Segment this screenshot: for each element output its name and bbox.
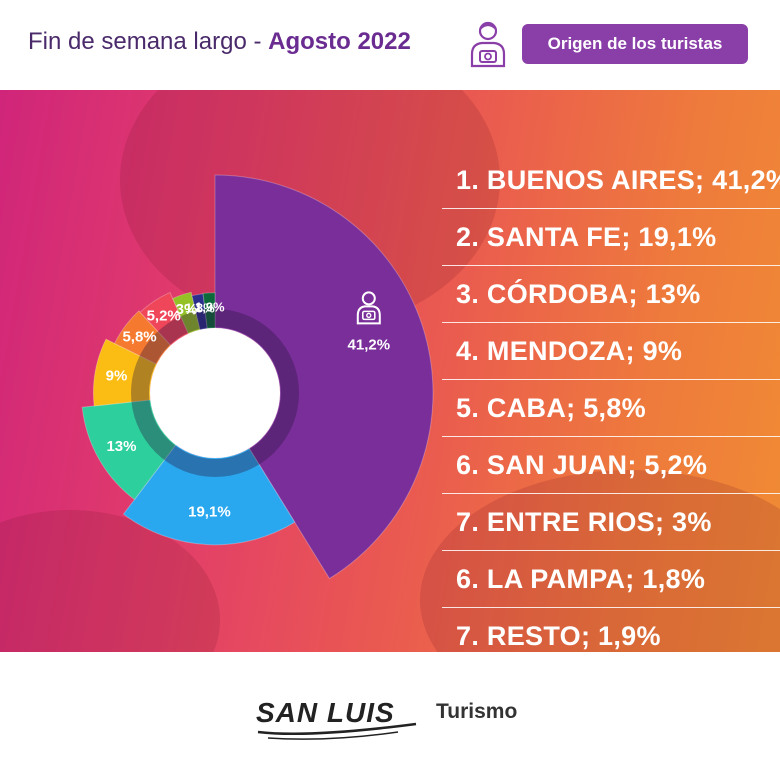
slice-value-label: 3% <box>176 301 198 318</box>
legend-item: 7. RESTO; 1,9% <box>456 621 661 651</box>
legend-item: 1. BUENOS AIRES; 41,2% <box>442 152 780 209</box>
legend-item: 5. CABA; 5,8% <box>442 380 780 437</box>
pie-slice <box>122 444 296 546</box>
footer-brand: Turismo <box>436 700 518 723</box>
slice-value-label: 1,8% <box>185 301 215 316</box>
legend-item: 7. ENTRE RIOS; 3% <box>442 494 780 551</box>
origin-badge: Origen de los turistas <box>522 24 748 64</box>
page-title: Fin de semana largo - Agosto 2022 <box>28 28 411 56</box>
title-date: Agosto 2022 <box>268 28 411 55</box>
tourist-camera-icon <box>470 21 506 68</box>
slice-value-label: 5,8% <box>122 329 156 346</box>
hero-panel: 41,2% 19,1% 13% 9% 5,8% 5,2% 3% 1,8% 1,9% 1. BUE… <box>0 90 780 652</box>
tourist-camera-icon <box>356 291 381 325</box>
slice-value-label: 1,9% <box>195 299 225 314</box>
slice-value-label: 41,2% <box>348 336 391 353</box>
legend-item: 4. MENDOZA; 9% <box>442 323 780 380</box>
san-luis-logo: SAN LUIS <box>256 697 417 740</box>
legend-item: 2. SANTA FE; 19,1% <box>442 209 780 266</box>
slice-value-label: 19,1% <box>188 504 231 521</box>
chart-inner-ring <box>131 309 299 477</box>
title-prefix: Fin de semana largo - <box>28 28 269 55</box>
legend: 1. BUENOS AIRES; 41,2% 2. SANTA FE; 19,1%… <box>442 152 780 652</box>
slice-value-label: 13% <box>106 438 136 455</box>
legend-item: 6. SAN JUAN; 5,2% <box>442 437 780 494</box>
slice-value-label: 5,2% <box>147 307 181 324</box>
slice-value-label: 9% <box>106 367 128 384</box>
logo-text: SAN LUIS <box>256 697 395 728</box>
pie-slice <box>214 174 434 580</box>
legend-item: 6. LA PAMPA; 1,8% <box>442 551 780 608</box>
chart-center-hole <box>150 328 280 458</box>
header: Fin de semana largo - Agosto 2022 Origen… <box>0 0 780 90</box>
legend-item: 3. CÓRDOBA; 13% <box>442 266 780 323</box>
footer: SAN LUIS Turismo <box>0 652 780 780</box>
origin-chart: 41,2% 19,1% 13% 9% 5,8% 5,2%3%1,8%1,9% <box>81 174 434 580</box>
